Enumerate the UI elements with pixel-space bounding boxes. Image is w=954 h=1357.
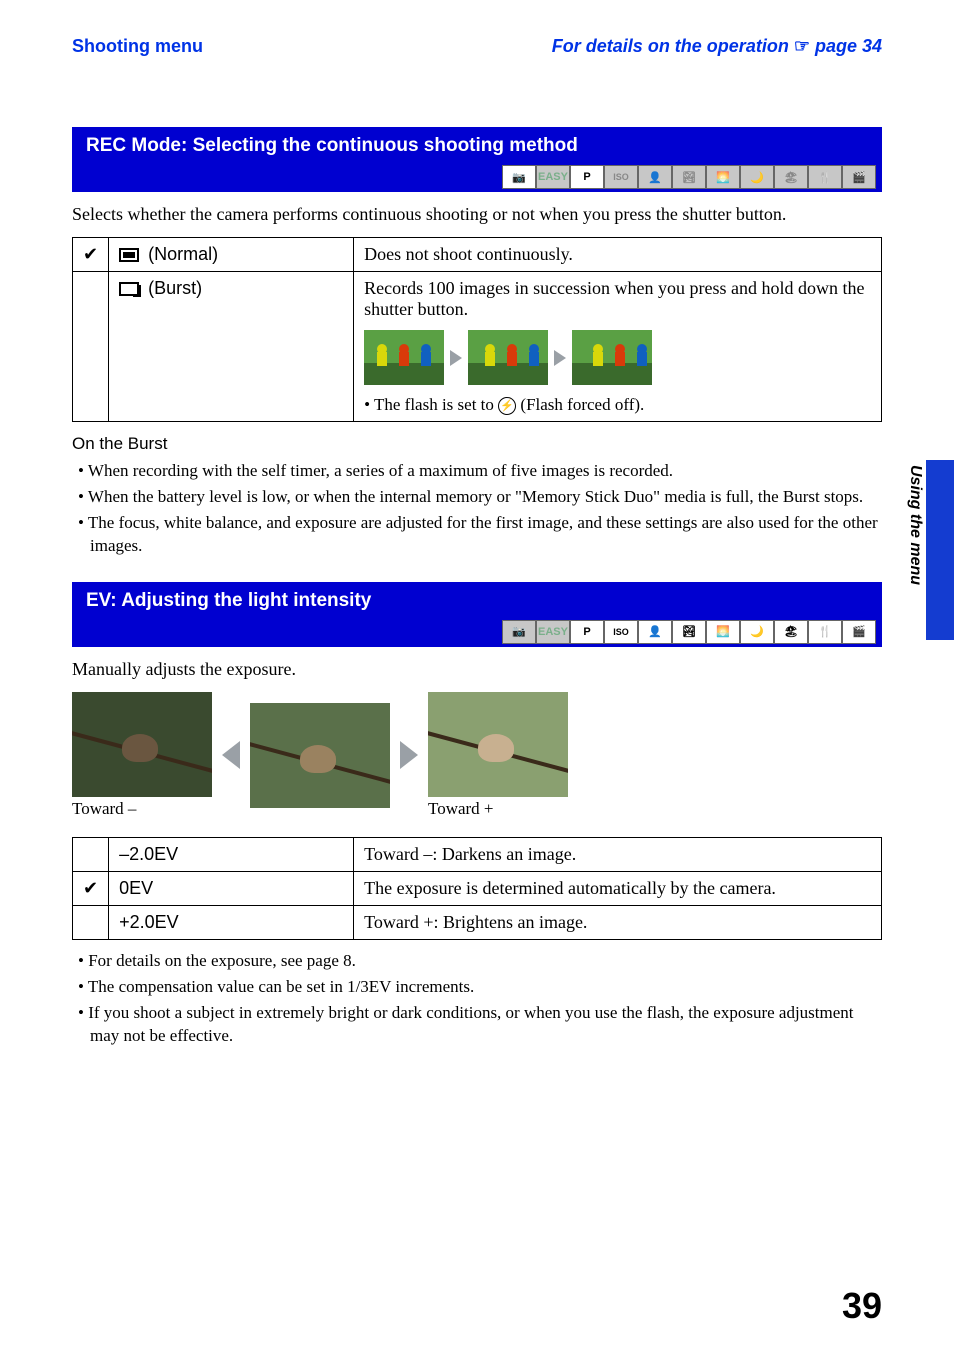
burst-sequence-images bbox=[364, 330, 871, 385]
normal-icon bbox=[119, 248, 139, 262]
mode-icon: 🌙 bbox=[740, 620, 774, 644]
burst-icon bbox=[119, 282, 139, 296]
ev-dark-image bbox=[72, 692, 212, 797]
ev-desc: Toward –: Darkens an image. bbox=[354, 837, 882, 871]
ev-label: +2.0EV bbox=[109, 905, 354, 939]
table-row: ✔ (Normal) Does not shoot continuously. bbox=[73, 238, 882, 272]
rec-mode-section: REC Mode: Selecting the continuous shoot… bbox=[72, 127, 882, 558]
mode-icon: 📷 bbox=[502, 620, 536, 644]
table-row: –2.0EVToward –: Darkens an image. bbox=[73, 837, 882, 871]
mode-icon: 🏖 bbox=[774, 165, 808, 189]
table-row: +2.0EVToward +: Brightens an image. bbox=[73, 905, 882, 939]
list-item: For details on the exposure, see page 8. bbox=[72, 950, 882, 973]
mode-icon: P bbox=[570, 165, 604, 189]
normal-desc: Does not shoot continuously. bbox=[354, 238, 882, 272]
mode-icon: 🎬 bbox=[842, 620, 876, 644]
mode-icon: 🎬 bbox=[842, 165, 876, 189]
toward-minus-caption: Toward – bbox=[72, 799, 212, 819]
ev-notes-list: For details on the exposure, see page 8.… bbox=[72, 950, 882, 1048]
burst-notes-list: When recording with the self timer, a se… bbox=[72, 460, 882, 558]
mode-icon: 👤 bbox=[638, 620, 672, 644]
burst-frame-3 bbox=[572, 330, 652, 385]
section-name: Shooting menu bbox=[72, 36, 203, 57]
mode-icon: ISO bbox=[604, 620, 638, 644]
list-item: The compensation value can be set in 1/3… bbox=[72, 976, 882, 999]
ev-table: –2.0EVToward –: Darkens an image.✔0EVThe… bbox=[72, 837, 882, 940]
side-tab bbox=[926, 460, 954, 640]
ev-example-images: Toward – Toward + bbox=[72, 692, 882, 819]
table-row: (Burst) Records 100 images in succession… bbox=[73, 272, 882, 422]
mode-icon: EASY bbox=[536, 165, 570, 189]
page-reference: For details on the operation ☞ page 34 bbox=[552, 36, 882, 57]
mode-icon: 🌅 bbox=[706, 620, 740, 644]
burst-frame-1 bbox=[364, 330, 444, 385]
arrow-left-icon bbox=[222, 741, 240, 769]
list-item: When the battery level is low, or when t… bbox=[72, 486, 882, 509]
ev-label: 0EV bbox=[109, 871, 354, 905]
ev-title: EV: Adjusting the light intensity bbox=[72, 582, 882, 620]
mode-icon: 🌅 bbox=[706, 165, 740, 189]
toward-plus-caption: Toward + bbox=[428, 799, 568, 819]
mode-icon: 🏞 bbox=[672, 620, 706, 644]
table-row: ✔0EVThe exposure is determined automatic… bbox=[73, 871, 882, 905]
ev-mid-image bbox=[250, 703, 390, 808]
burst-sub-heading: On the Burst bbox=[72, 434, 882, 454]
mode-icon: 🍴 bbox=[808, 165, 842, 189]
mode-icon: EASY bbox=[536, 620, 570, 644]
mode-icon: 🍴 bbox=[808, 620, 842, 644]
mode-icon: 👤 bbox=[638, 165, 672, 189]
mode-icon: P bbox=[570, 620, 604, 644]
list-item: If you shoot a subject in extremely brig… bbox=[72, 1002, 882, 1048]
arrow-right-icon bbox=[400, 741, 418, 769]
mode-icon: 🌙 bbox=[740, 165, 774, 189]
check-cell bbox=[73, 837, 109, 871]
burst-desc: Records 100 images in succession when yo… bbox=[354, 272, 882, 422]
side-tab-label: Using the menu bbox=[906, 465, 924, 585]
ev-desc: The exposure is determined automatically… bbox=[354, 871, 882, 905]
arrow-right-icon bbox=[450, 350, 462, 366]
list-item: The focus, white balance, and exposure a… bbox=[72, 512, 882, 558]
mode-icon: 📷 bbox=[502, 165, 536, 189]
list-item: When recording with the self timer, a se… bbox=[72, 460, 882, 483]
check-cell: ✔ bbox=[73, 871, 109, 905]
mode-icon-strip: 📷EASYPISO👤🏞🌅🌙🏖🍴🎬 bbox=[72, 620, 882, 647]
ev-label: –2.0EV bbox=[109, 837, 354, 871]
burst-frame-2 bbox=[468, 330, 548, 385]
arrow-right-icon bbox=[554, 350, 566, 366]
rec-mode-intro: Selects whether the camera performs cont… bbox=[72, 204, 882, 225]
ev-light-image bbox=[428, 692, 568, 797]
mode-icon: 🏖 bbox=[774, 620, 808, 644]
check-icon: ✔ bbox=[73, 238, 109, 272]
flash-off-icon: ⚡ bbox=[498, 397, 516, 415]
pointing-hand-icon: ☞ bbox=[794, 36, 810, 57]
ev-desc: Toward +: Brightens an image. bbox=[354, 905, 882, 939]
ev-section: EV: Adjusting the light intensity 📷EASYP… bbox=[72, 582, 882, 1048]
burst-label: (Burst) bbox=[109, 272, 354, 422]
normal-label: (Normal) bbox=[109, 238, 354, 272]
mode-icon-strip: 📷EASYPISO👤🏞🌅🌙🏖🍴🎬 bbox=[72, 165, 882, 192]
page-header: Shooting menu For details on the operati… bbox=[72, 36, 882, 57]
check-cell bbox=[73, 905, 109, 939]
page-number: 39 bbox=[842, 1285, 882, 1327]
rec-mode-title: REC Mode: Selecting the continuous shoot… bbox=[72, 127, 882, 165]
flash-note: • The flash is set to ⚡ (Flash forced of… bbox=[364, 395, 871, 415]
rec-mode-table: ✔ (Normal) Does not shoot continuously. … bbox=[72, 237, 882, 422]
mode-icon: ISO bbox=[604, 165, 638, 189]
ev-intro: Manually adjusts the exposure. bbox=[72, 659, 882, 680]
mode-icon: 🏞 bbox=[672, 165, 706, 189]
